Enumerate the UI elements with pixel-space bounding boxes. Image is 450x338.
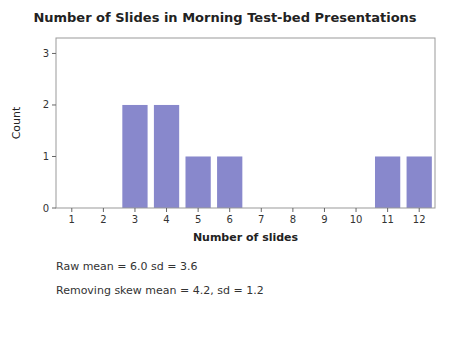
x-tick-label: 9 [321,214,327,225]
y-tick [52,53,56,54]
annotation: Removing skew mean = 4.2, sd = 1.2 [56,284,264,297]
x-tick [292,208,293,212]
annotation: Raw mean = 6.0 sd = 3.6 [56,260,197,273]
bar [375,156,400,208]
bar [185,156,210,208]
chart-container: Number of Slides in Morning Test-bed Pre… [0,0,450,338]
x-tick [261,208,262,212]
bar [407,156,432,208]
y-tick-label: 0 [43,203,49,214]
y-tick [52,156,56,157]
x-tick [198,208,199,212]
x-tick-label: 1 [69,214,75,225]
x-tick-label: 3 [132,214,138,225]
x-axis-label: Number of slides [193,231,299,244]
chart: Number of Slides in Morning Test-bed Pre… [0,0,450,338]
x-tick [103,208,104,212]
plot-frame [56,38,435,208]
x-tick-label: 10 [350,214,363,225]
x-tick-label: 7 [258,214,264,225]
y-axis-label: Count [10,106,23,139]
x-tick-label: 12 [413,214,426,225]
y-tick [52,104,56,105]
x-tick [356,208,357,212]
x-tick-label: 8 [290,214,296,225]
x-tick [166,208,167,212]
x-tick [419,208,420,212]
bars [122,105,432,208]
bar [122,105,147,208]
x-tick-label: 5 [195,214,201,225]
x-tick [387,208,388,212]
y-tick-label: 2 [43,99,49,110]
bar [154,105,179,208]
x-tick-label: 6 [227,214,233,225]
bar [217,156,242,208]
y-tick-label: 3 [43,48,49,59]
title: Number of Slides in Morning Test-bed Pre… [33,10,416,25]
y-tick [52,208,56,209]
x-tick [134,208,135,212]
x-tick-label: 2 [100,214,106,225]
y-tick-label: 1 [43,151,49,162]
x-tick-label: 11 [381,214,394,225]
x-tick [324,208,325,212]
x-tick [71,208,72,212]
x-tick-label: 4 [163,214,169,225]
x-tick [229,208,230,212]
